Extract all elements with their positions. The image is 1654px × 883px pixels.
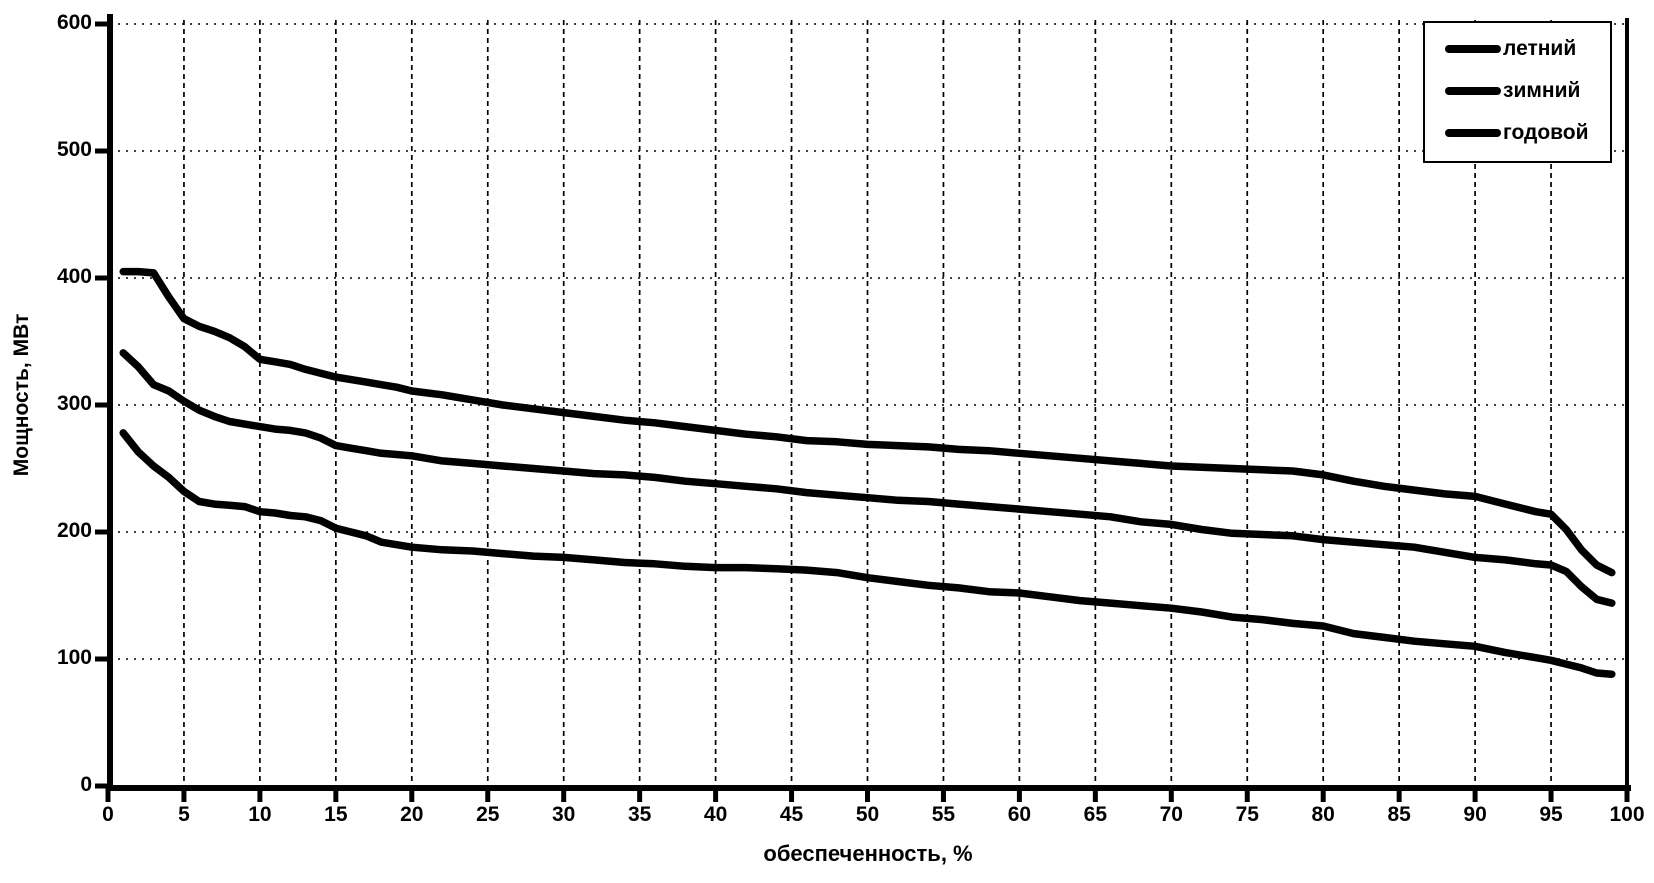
legend-item-summer: летний: [1445, 37, 1604, 61]
legend-line-swatch: [1445, 129, 1501, 137]
legend-label: годовой: [1503, 121, 1589, 144]
y-axis-title: Мощность, МВт: [10, 313, 33, 477]
series-line-годовой: [119, 349, 1616, 607]
series-line-зимний: [119, 267, 1616, 577]
legend-line-swatch: [1445, 45, 1501, 53]
legend-label: зимний: [1503, 79, 1581, 102]
legend-line-swatch: [1445, 87, 1501, 95]
x-axis-title: обеспеченность, %: [763, 841, 973, 866]
legend-item-winter: зимний: [1445, 79, 1604, 103]
series-line-летний: [119, 429, 1616, 678]
legend-item-annual: годовой: [1445, 121, 1604, 145]
legend-label: летний: [1503, 37, 1577, 60]
legend: летний зимний годовой: [1423, 21, 1612, 163]
